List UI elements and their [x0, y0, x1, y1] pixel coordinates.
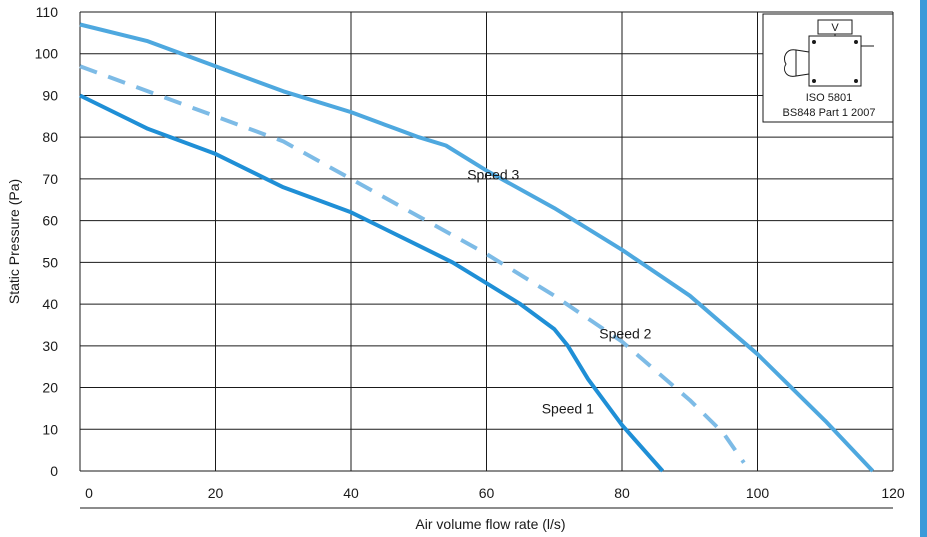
series-label: Speed 1 [542, 400, 594, 416]
fan-test-rig-icon [783, 19, 874, 87]
series-label: Speed 3 [467, 167, 519, 183]
y-tick-label: 10 [42, 421, 58, 437]
y-tick-label: 70 [42, 171, 58, 187]
y-axis-label: Static Pressure (Pa) [6, 179, 22, 304]
y-tick-label: 50 [42, 254, 58, 270]
y-tick-label: 20 [42, 380, 58, 396]
x-axis-label: Air volume flow rate (l/s) [415, 516, 565, 532]
series-label: Speed 2 [599, 325, 651, 341]
series-line-speed-1 [79, 93, 665, 473]
series-line-speed-2 [79, 64, 746, 464]
series-annotations: Speed 1 Speed 2 Speed 3 [467, 167, 651, 417]
x-tick-label: 80 [614, 485, 630, 501]
x-tick-label: 100 [746, 485, 770, 501]
y-tick-label: 30 [42, 338, 58, 354]
standard-box: V ISO 5801 BS848 Part 1 2007 [762, 13, 894, 123]
gridlines [79, 11, 894, 509]
series-line-speed-3 [79, 22, 875, 473]
y-tick-label: 40 [42, 296, 58, 312]
y-tick-label: 80 [42, 129, 58, 145]
standard-line-2: BS848 Part 1 2007 [783, 107, 876, 119]
valve-letter: V [831, 22, 839, 34]
x-tick-label: 120 [881, 485, 905, 501]
x-tick-label: 20 [208, 485, 224, 501]
x-tick-label: 60 [479, 485, 495, 501]
standard-line-1: ISO 5801 [806, 92, 852, 104]
series-lines [79, 22, 875, 473]
x-tick-label: 40 [343, 485, 359, 501]
y-tick-label: 100 [35, 46, 59, 62]
y-tick-label: 60 [42, 213, 58, 229]
y-tick-label: 110 [36, 4, 59, 20]
x-tick-label: 0 [85, 485, 93, 501]
tick-labels: 0 10 20 30 40 50 60 70 80 90 100 110 0 20 40 60 80 100 120 [35, 4, 905, 501]
y-tick-label: 0 [50, 463, 58, 479]
y-tick-label: 90 [42, 87, 58, 103]
accent-side-bar [920, 0, 927, 537]
